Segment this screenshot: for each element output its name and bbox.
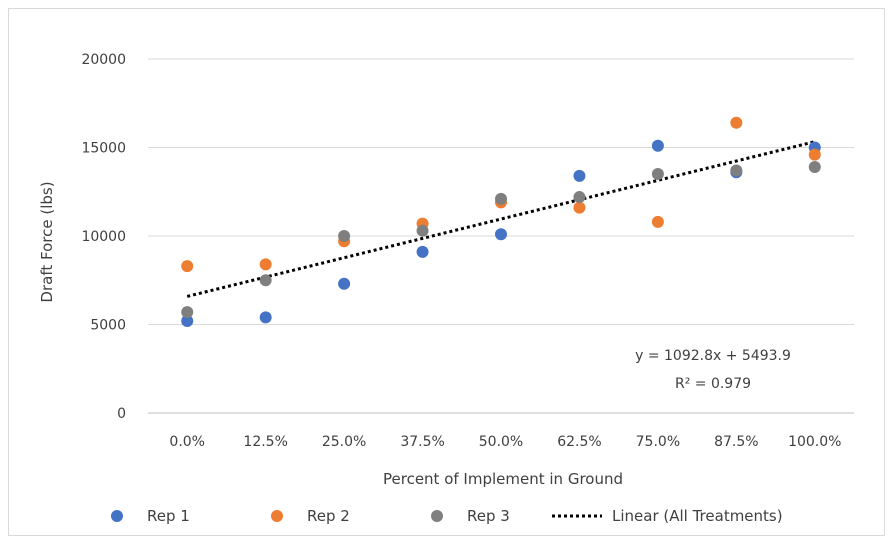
y-tick-label: 15000 [81,141,126,157]
data-point-rep-1 [651,139,664,152]
y-axis-ticks: 0 5000 10000 15000 20000 [81,52,126,422]
x-axis-title: Percent of Implement in Ground [383,470,623,488]
data-point-rep-1 [259,311,272,324]
y-tick-label: 0 [117,406,126,422]
chart-frame [8,8,885,536]
data-point-rep-3 [573,191,586,204]
data-point-rep-1 [338,277,351,290]
data-point-rep-3 [808,160,821,173]
trendline [186,140,816,298]
x-tick-label: 62.5% [557,434,601,450]
data-point-rep-2 [259,258,272,271]
legend-label: Rep 1 [147,507,190,525]
legend-marker [431,510,443,522]
data-point-rep-2 [181,260,194,273]
data-point-rep-3 [338,230,351,242]
data-point-rep-2 [730,116,743,129]
data-point-rep-1 [573,169,586,182]
data-point-rep-2 [651,215,664,228]
legend-label: Rep 3 [467,507,510,525]
data-point-rep-1 [181,314,194,327]
data-point-rep-1 [495,228,507,241]
y-tick-label: 5000 [90,318,126,334]
x-tick-label: 75.0% [636,434,680,450]
legend-label: Linear (All Treatments) [612,507,783,525]
gridlines [148,58,854,414]
legend: Rep 1 Rep 2 Rep 3 Linear (All Treatments) [111,507,783,525]
trendline-equation: y = 1092.8x + 5493.9 [635,348,791,364]
legend-marker [271,510,283,522]
x-tick-label: 37.5% [400,434,444,450]
trendline-layer [186,140,816,298]
x-tick-label: 87.5% [714,434,758,450]
data-point-rep-3 [651,168,664,181]
data-points [181,116,821,327]
data-point-rep-1 [416,245,429,258]
data-point-rep-3 [730,164,743,177]
data-point-rep-3 [181,306,194,319]
data-point-rep-3 [495,192,507,205]
x-axis-ticks: 0.0% 12.5% 25.0% 37.5% 50.0% 62.5% 75.0% 87.5% 1… [169,434,841,450]
x-tick-label: 25.0% [322,434,366,450]
x-tick-label: 0.0% [169,434,205,450]
x-tick-label: 12.5% [243,434,287,450]
data-point-rep-3 [416,224,429,237]
data-point-rep-2 [573,201,586,214]
x-tick-label: 50.0% [479,434,523,450]
data-point-rep-2 [808,148,821,161]
legend-label: Rep 2 [307,507,350,525]
y-tick-label: 20000 [81,52,126,68]
x-tick-label: 100.0% [788,434,841,450]
trendline-r-squared: R² = 0.979 [675,376,751,392]
legend-marker [111,510,123,522]
data-point-rep-3 [259,274,272,287]
y-tick-label: 10000 [81,229,126,245]
y-axis-title: Draft Force (lbs) [38,181,56,302]
